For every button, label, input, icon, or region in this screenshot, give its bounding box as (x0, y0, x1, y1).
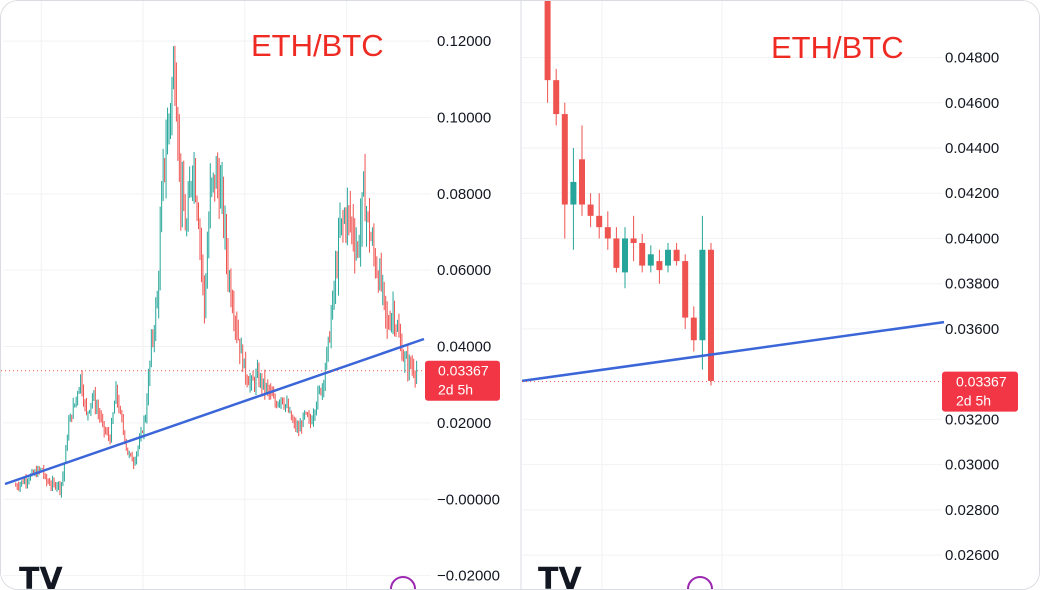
svg-text:TV: TV (19, 562, 63, 589)
y-tick-label: 0.08000 (437, 186, 491, 203)
candle-body (553, 80, 560, 115)
right-chart: 0.04800 0.04600 0.04400 0.04200 0.04000 0.038… (522, 1, 1018, 589)
candle-body (656, 261, 663, 271)
y-tick-label: 0.02000 (437, 415, 491, 432)
y-tick-label: 0.10000 (437, 109, 491, 126)
lightning-icon-right[interactable] (687, 576, 713, 589)
left-price-value: 0.03367 (438, 363, 489, 379)
right-grid (522, 1, 942, 589)
candle-body (673, 249, 680, 262)
y-tick-label: 0.06000 (437, 262, 491, 279)
candle-body (604, 227, 611, 239)
y-tick-label: 0.03000 (945, 457, 999, 474)
candle-body (622, 238, 628, 273)
svg-text:TV: TV (538, 562, 582, 589)
right-price-value: 0.03367 (956, 374, 1007, 390)
candle-body (570, 181, 577, 205)
y-tick-label: 0.12000 (437, 33, 491, 50)
left-grid (3, 1, 431, 589)
left-chart-title: ETH/BTC (251, 28, 384, 63)
candle-body (630, 238, 637, 243)
y-tick-label: 0.03600 (945, 321, 999, 338)
right-y-axis: 0.04800 0.04600 0.04400 0.04200 0.04000 0.038… (945, 50, 999, 565)
right-price-badge (942, 371, 1018, 412)
candle-body (579, 159, 585, 205)
right-trendline[interactable] (522, 320, 945, 383)
right-price-countdown: 2d 5h (956, 393, 991, 409)
candle-body (682, 261, 689, 318)
lightning-icon-left[interactable] (390, 576, 416, 589)
y-tick-label: 0.04600 (945, 95, 999, 112)
candle-body (587, 204, 594, 216)
tradingview-logo-left: TV (19, 562, 63, 589)
left-chart-panel: 0.12000 0.10000 0.08000 0.06000 0.04000 0.020… (1, 1, 520, 589)
candle-body (561, 114, 568, 205)
candle-body (596, 215, 603, 228)
candle-body (613, 238, 620, 268)
left-chart: 0.12000 0.10000 0.08000 0.06000 0.04000 0.020… (1, 1, 500, 589)
y-tick-label: 0.04800 (945, 50, 999, 67)
candle-body (699, 249, 706, 341)
left-trendline[interactable] (4, 337, 425, 486)
y-tick-label: 0.02800 (945, 502, 999, 519)
y-tick-label: −0.02000 (437, 568, 500, 585)
panel-divider (520, 1, 522, 589)
y-tick-label: −0.00000 (437, 491, 500, 508)
right-candles (544, 1, 714, 386)
right-chart-title: ETH/BTC (771, 30, 904, 65)
left-price-countdown: 2d 5h (438, 382, 473, 398)
tradingview-logo-right: TV (538, 562, 582, 589)
candle-body (639, 242, 646, 266)
y-tick-label: 0.04200 (945, 185, 999, 202)
y-tick-label: 0.04000 (945, 230, 999, 247)
y-tick-label: 0.04000 (437, 339, 491, 356)
left-y-axis: 0.12000 0.10000 0.08000 0.06000 0.04000 0.020… (437, 33, 500, 585)
y-tick-label: 0.02600 (945, 547, 999, 564)
left-candles (15, 45, 418, 498)
right-chart-panel: 0.04800 0.04600 0.04400 0.04200 0.04000 0.038… (522, 1, 1039, 589)
y-tick-label: 0.04400 (945, 140, 999, 157)
candle-body (544, 1, 551, 81)
y-tick-label: 0.03200 (945, 411, 999, 428)
candle-body (647, 254, 654, 266)
candle-body (690, 317, 697, 341)
y-tick-label: 0.03800 (945, 276, 999, 293)
candle-body (665, 249, 671, 266)
left-price-badge (425, 360, 500, 401)
candle-body (708, 249, 714, 381)
